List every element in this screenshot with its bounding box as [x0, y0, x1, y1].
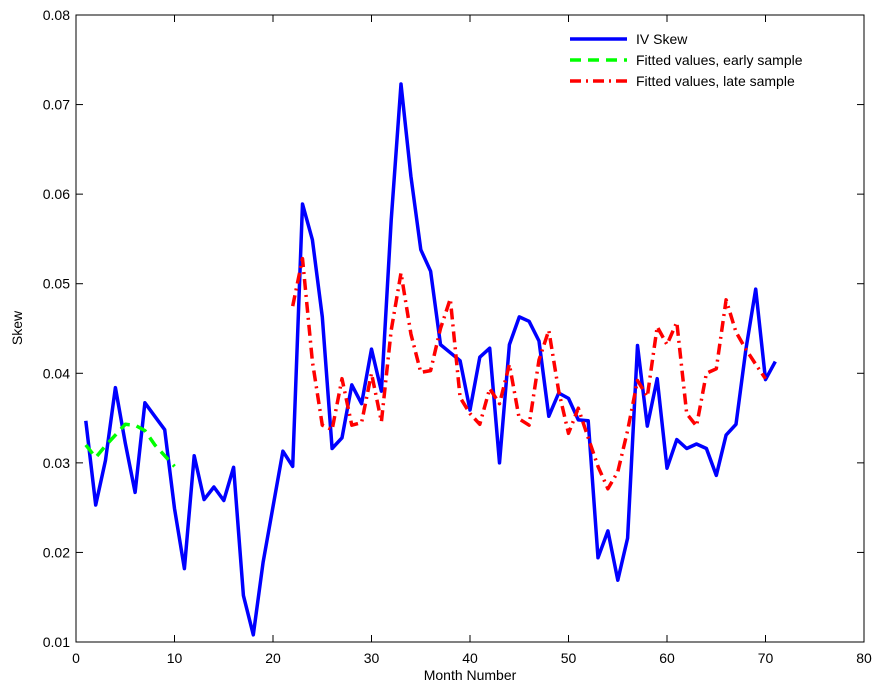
series-layer	[84, 82, 777, 637]
y-tick-label: 0.03	[43, 455, 70, 471]
legend-entry-2: Fitted values, late sample	[636, 73, 795, 89]
legend: IV Skew Fitted values, early sample Fitted…	[570, 31, 803, 89]
series-line-2	[290, 256, 767, 491]
series-line-0	[84, 82, 777, 637]
x-tick-label: 80	[856, 650, 872, 666]
x-tick-label: 0	[72, 650, 80, 666]
x-tick-label: 10	[167, 650, 183, 666]
y-tick-label: 0.08	[43, 7, 70, 23]
y-tick-label: 0.04	[43, 365, 70, 381]
y-tick-label: 0.07	[43, 97, 70, 113]
legend-entry-0: IV Skew	[636, 31, 688, 47]
x-tick-label: 30	[364, 650, 380, 666]
y-axis-label: Skew	[9, 310, 25, 345]
y-tick-label: 0.01	[43, 634, 70, 650]
x-axis-label: Month Number	[424, 667, 517, 683]
x-tick-label: 70	[758, 650, 774, 666]
x-axis: 0 10 20 30 40 50 60 70 80	[72, 15, 872, 666]
y-axis: 0.01 0.02 0.03 0.04 0.05 0.06 0.07 0.08	[43, 7, 864, 650]
x-tick-label: 60	[659, 650, 675, 666]
x-tick-label: 20	[265, 650, 281, 666]
x-tick-label: 40	[462, 650, 478, 666]
x-tick-label: 50	[561, 650, 577, 666]
y-tick-label: 0.05	[43, 276, 70, 292]
series-line-1	[84, 422, 176, 468]
y-tick-label: 0.06	[43, 186, 70, 202]
plot-area	[75, 14, 865, 643]
legend-entry-1: Fitted values, early sample	[636, 52, 803, 68]
y-tick-label: 0.02	[43, 544, 70, 560]
